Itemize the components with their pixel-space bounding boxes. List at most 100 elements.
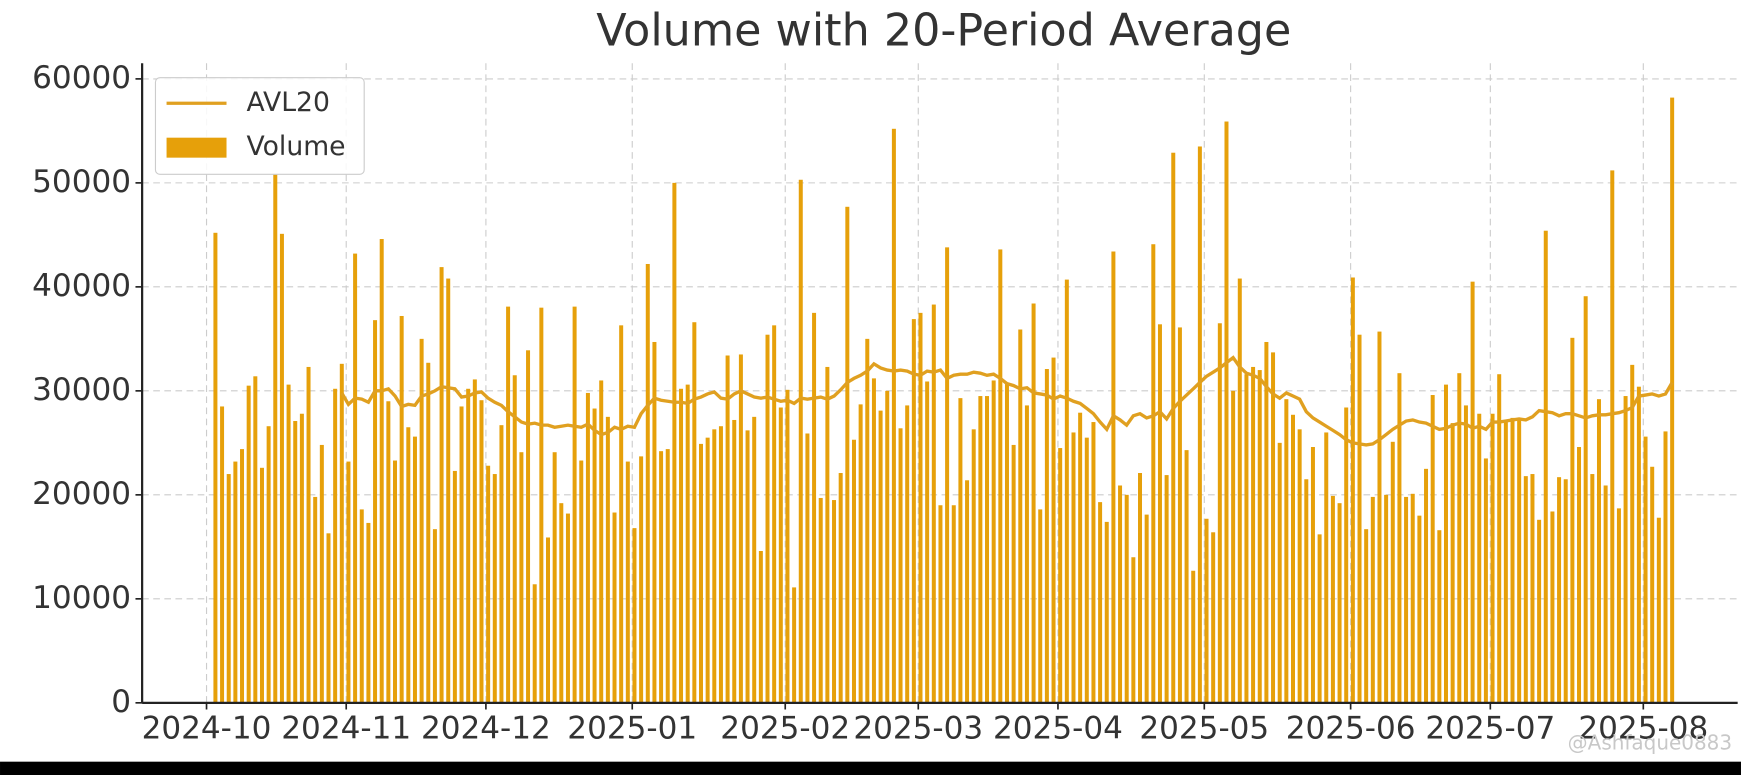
bar <box>486 465 491 703</box>
bar <box>1663 431 1668 703</box>
bar <box>499 425 504 703</box>
bar <box>825 366 830 703</box>
bar <box>1044 369 1049 703</box>
bar <box>1523 476 1528 703</box>
bar <box>1257 370 1262 703</box>
bar <box>452 470 457 703</box>
bar <box>1616 508 1621 703</box>
bar <box>579 460 584 703</box>
bar <box>359 509 364 703</box>
bar <box>572 306 577 703</box>
bar <box>718 426 723 703</box>
bar <box>698 443 703 703</box>
bar <box>1244 374 1249 703</box>
bar <box>1650 466 1655 703</box>
bar <box>266 426 271 703</box>
bar <box>1091 422 1096 703</box>
bar <box>1656 517 1661 703</box>
bar <box>1171 152 1176 703</box>
bar <box>1563 479 1568 703</box>
bar <box>1603 485 1608 703</box>
y-tick-label: 10000 <box>32 580 131 616</box>
bar <box>1337 503 1342 703</box>
bar <box>1424 468 1429 703</box>
bar <box>1490 413 1495 703</box>
bar <box>832 500 837 703</box>
bar <box>592 408 597 703</box>
bar <box>1157 324 1162 703</box>
bar <box>426 362 431 703</box>
bar <box>785 389 790 703</box>
bar <box>792 587 797 703</box>
bar <box>978 396 983 703</box>
bar <box>1111 251 1116 703</box>
bar <box>652 341 657 703</box>
bar <box>1357 334 1362 703</box>
bar <box>725 355 730 703</box>
bar <box>412 436 417 703</box>
bar <box>838 473 843 703</box>
bar <box>1557 477 1562 703</box>
bar <box>1457 373 1462 703</box>
bar <box>891 128 896 703</box>
bar <box>1064 279 1069 703</box>
bar <box>1317 534 1322 703</box>
bar <box>1530 474 1535 703</box>
bar <box>639 456 644 703</box>
bar <box>393 460 398 703</box>
bar <box>526 350 531 703</box>
bar <box>1051 357 1056 703</box>
bar <box>1197 146 1202 703</box>
bar <box>965 480 970 703</box>
bar <box>971 429 976 703</box>
bar <box>1264 341 1269 703</box>
bar <box>778 407 783 703</box>
bar <box>685 384 690 703</box>
bar <box>918 312 923 703</box>
bar <box>233 461 238 703</box>
bar <box>805 433 810 703</box>
y-tick-label: 30000 <box>32 372 131 408</box>
bar <box>1370 496 1375 703</box>
bar <box>705 437 710 703</box>
bar <box>1384 494 1389 703</box>
bar <box>353 253 358 703</box>
bar <box>1344 407 1349 703</box>
bar <box>459 406 464 703</box>
bar <box>552 452 557 703</box>
bar <box>1330 495 1335 703</box>
bar <box>1164 475 1169 703</box>
bar <box>1151 244 1156 703</box>
bar <box>1437 530 1442 703</box>
bar <box>871 378 876 703</box>
bar <box>1570 337 1575 703</box>
bar <box>1304 479 1309 703</box>
bar <box>619 325 624 703</box>
watermark: @Ashfaque0883 <box>1568 730 1732 754</box>
bar <box>399 315 404 703</box>
bar <box>319 444 324 703</box>
bar <box>812 312 817 703</box>
bar <box>1350 277 1355 703</box>
x-tick-label: 2024-11 <box>281 710 411 746</box>
bar <box>333 388 338 703</box>
bar <box>1071 432 1076 703</box>
bar <box>1098 502 1103 703</box>
x-tick-label: 2025-04 <box>993 710 1123 746</box>
bar <box>346 461 351 703</box>
bar <box>1364 529 1369 703</box>
bar <box>745 430 750 703</box>
bar <box>565 513 570 703</box>
bar <box>432 529 437 703</box>
bar <box>1443 384 1448 703</box>
y-tick-label: 60000 <box>32 60 131 96</box>
bar <box>406 427 411 703</box>
bar <box>1290 414 1295 703</box>
bar <box>692 322 697 703</box>
bar <box>1583 296 1588 703</box>
bar <box>1277 442 1282 703</box>
bar <box>1577 447 1582 703</box>
bar <box>818 497 823 703</box>
